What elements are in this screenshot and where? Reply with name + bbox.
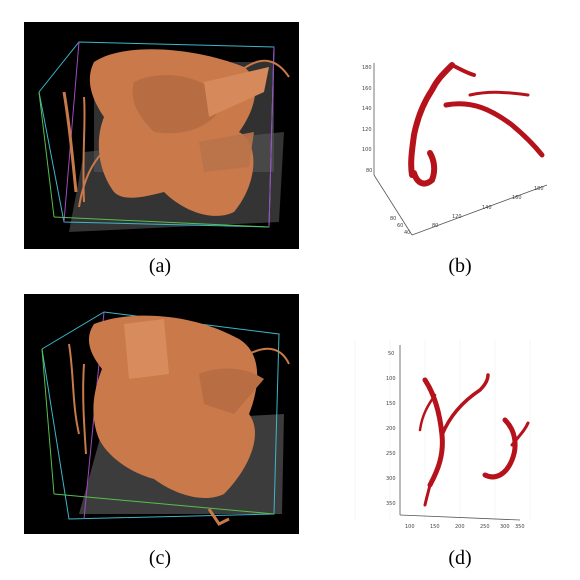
panel-a-image — [24, 22, 299, 249]
panel-c-image — [24, 294, 299, 534]
svg-text:250: 250 — [480, 524, 490, 530]
svg-text:50: 50 — [388, 351, 394, 357]
svg-text:250: 250 — [386, 451, 396, 457]
svg-text:200: 200 — [455, 524, 465, 530]
svg-text:300: 300 — [386, 476, 396, 482]
panel-d-image: 50 100 150 200 250 300 350 100 150 200 250 300 3… — [330, 335, 555, 535]
svg-text:150: 150 — [386, 401, 396, 407]
svg-text:80: 80 — [432, 223, 438, 229]
svg-text:160: 160 — [362, 86, 372, 92]
svg-text:120: 120 — [452, 214, 462, 220]
panel-b-plot: 180 160 140 120 100 80 80 60 40 80 120 140 160 18… — [352, 55, 552, 240]
svg-text:180: 180 — [534, 186, 544, 192]
panel-d-plot: 50 100 150 200 250 300 350 100 150 200 250 300 3… — [330, 335, 555, 535]
caption-b: (b) — [448, 255, 472, 277]
svg-text:40: 40 — [404, 230, 410, 236]
svg-text:120: 120 — [362, 127, 372, 133]
svg-text:350: 350 — [515, 524, 525, 530]
svg-text:350: 350 — [386, 501, 396, 507]
svg-text:140: 140 — [482, 205, 492, 211]
svg-text:60: 60 — [397, 223, 403, 229]
svg-text:180: 180 — [362, 65, 372, 71]
svg-text:100: 100 — [405, 524, 415, 530]
svg-text:140: 140 — [362, 106, 372, 112]
svg-text:80: 80 — [390, 216, 396, 222]
svg-text:160: 160 — [512, 195, 522, 201]
panel-c-render — [24, 294, 299, 534]
svg-text:150: 150 — [430, 524, 440, 530]
svg-text:100: 100 — [362, 147, 372, 153]
svg-text:100: 100 — [386, 376, 396, 382]
svg-text:200: 200 — [386, 426, 396, 432]
svg-text:300: 300 — [500, 524, 510, 530]
svg-text:80: 80 — [366, 168, 372, 174]
caption-c: (c) — [148, 547, 172, 569]
caption-d: (d) — [448, 547, 472, 569]
caption-a: (a) — [148, 255, 172, 277]
panel-a-render — [24, 22, 299, 249]
